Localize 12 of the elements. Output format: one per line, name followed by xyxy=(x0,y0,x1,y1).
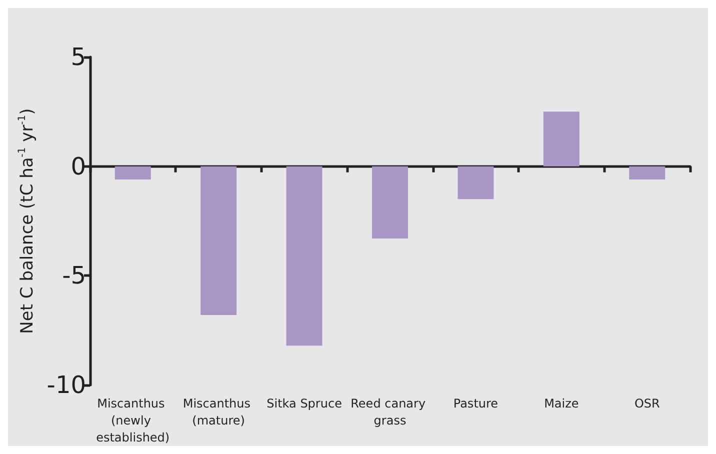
x-tick-label: Maize xyxy=(544,396,579,410)
x-tick-label: Reed canary grass xyxy=(350,396,430,428)
x-tick-label: OSR xyxy=(634,396,660,410)
y-tick-label: -5 xyxy=(62,262,86,290)
x-tick-label: Sitka Spruce xyxy=(266,396,342,410)
y-tick-label: 5 xyxy=(70,43,86,71)
y-axis-title: Net C balance (tC ha-1 yr-1) xyxy=(16,108,38,334)
x-tick-label: Pasture xyxy=(453,396,498,410)
x-tick-label: Miscanthus (newly established) xyxy=(96,396,170,444)
y-tick-label: -10 xyxy=(46,371,86,399)
x-tick-label: Miscanthus (mature) xyxy=(182,396,254,428)
y-tick-label: 0 xyxy=(70,152,86,180)
